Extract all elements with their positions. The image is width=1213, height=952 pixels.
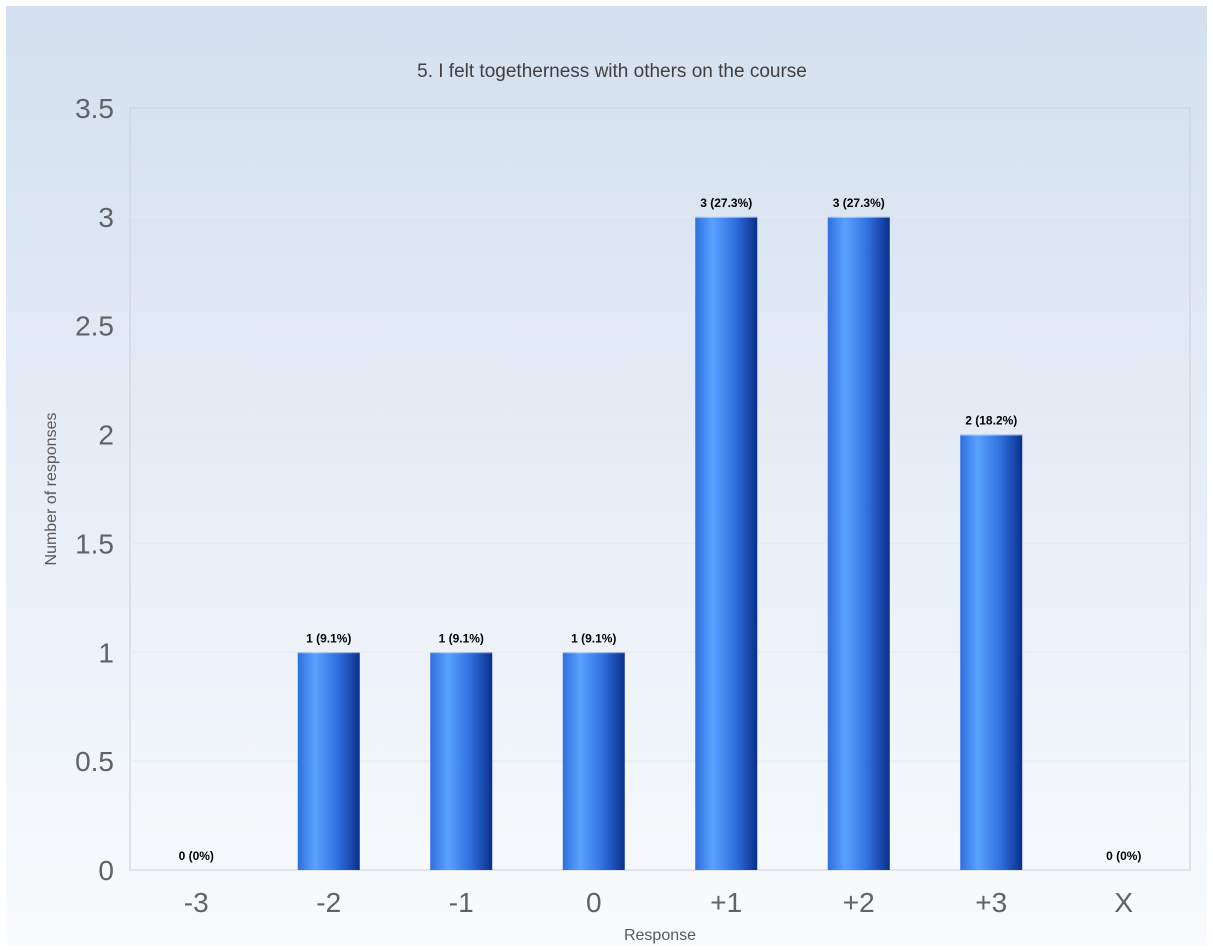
- y-tick-label: 3.5: [75, 93, 114, 124]
- x-tick-label: +1: [710, 887, 742, 918]
- data-label: 1 (9.1%): [571, 631, 616, 645]
- x-tick-label: -1: [449, 887, 474, 918]
- bar: [297, 652, 360, 870]
- data-label: 0 (0%): [179, 849, 214, 863]
- data-label: 1 (9.1%): [306, 631, 351, 645]
- data-label: 3 (27.3%): [833, 196, 885, 210]
- bar: [960, 434, 1023, 870]
- x-tick-label: X: [1114, 887, 1133, 918]
- plot-area: [129, 107, 1191, 871]
- data-label: 1 (9.1%): [439, 631, 484, 645]
- x-axis-title: Response: [624, 927, 696, 944]
- bar: [827, 216, 890, 870]
- x-tick-label: -3: [184, 887, 209, 918]
- data-label: 3 (27.3%): [700, 196, 752, 210]
- y-tick-label: 1.5: [75, 528, 114, 559]
- x-tick-label: +2: [843, 887, 875, 918]
- bar: [695, 216, 758, 870]
- data-label: 0 (0%): [1106, 849, 1141, 863]
- data-label: 2 (18.2%): [965, 414, 1017, 428]
- y-tick-label: 0.5: [75, 746, 114, 777]
- bar: [430, 652, 493, 870]
- y-tick-label: 2.5: [75, 311, 114, 342]
- x-tick-label: -2: [316, 887, 341, 918]
- x-axis-ticks: -3 -2 -1 0 +1 +2 +3 X: [184, 887, 1134, 918]
- y-axis-ticks: 0 0.5 1 1.5 2 2.5 3 3.5: [75, 93, 114, 886]
- bar: [562, 652, 625, 870]
- chart-title: 5. I felt togetherness with others on th…: [417, 61, 807, 82]
- x-tick-label: 0: [586, 887, 602, 918]
- y-tick-label: 0: [98, 855, 114, 886]
- y-axis-title: Number of responses: [43, 413, 60, 566]
- y-tick-label: 2: [98, 420, 114, 451]
- data-labels: 0 (0%) 1 (9.1%) 1 (9.1%) 1 (9.1%) 3 (27.3%) 3…: [179, 196, 1142, 863]
- y-tick-label: 3: [98, 202, 114, 233]
- bars: [297, 216, 1023, 870]
- y-tick-label: 1: [98, 637, 114, 668]
- x-tick-label: +3: [975, 887, 1007, 918]
